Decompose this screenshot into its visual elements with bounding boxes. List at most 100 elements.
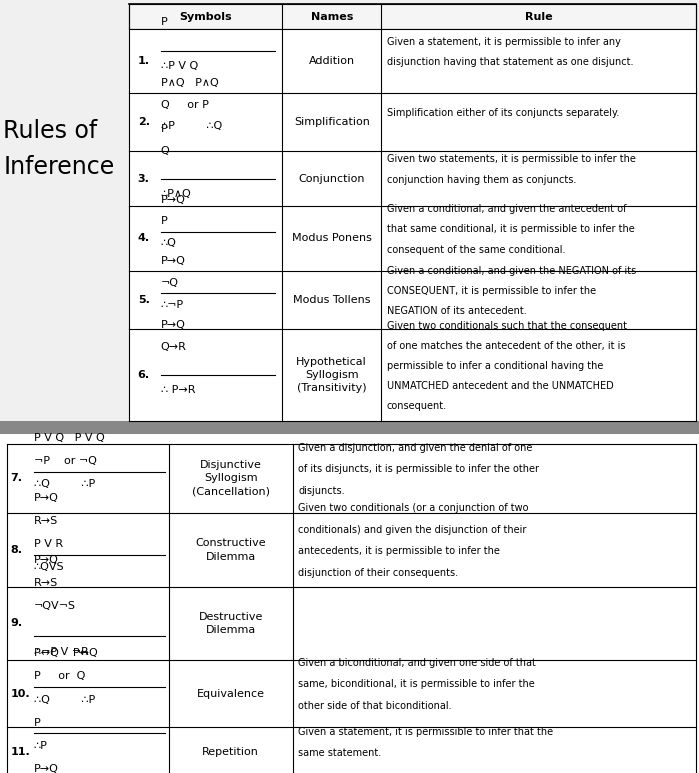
Text: Constructive
Dilemma: Constructive Dilemma	[196, 538, 266, 562]
Bar	[7, 444, 696, 513]
Text: 8.: 8.	[10, 545, 22, 555]
Text: P→Q: P→Q	[34, 555, 59, 564]
Text: ∴P V Q: ∴P V Q	[161, 60, 198, 70]
Text: 9.: 9.	[10, 618, 22, 628]
Text: P→Q: P→Q	[161, 256, 186, 266]
Text: Given a statement, it is permissible to infer that the: Given a statement, it is permissible to …	[298, 727, 554, 737]
Text: Destructive
Dilemma: Destructive Dilemma	[199, 611, 263, 635]
Text: ∴P∧Q: ∴P∧Q	[161, 189, 192, 199]
Text: disjuncts.: disjuncts.	[298, 485, 345, 495]
Bar	[7, 513, 696, 587]
Text: P V R: P V R	[34, 540, 63, 549]
Text: Hypothetical
Syllogism
(Transitivity): Hypothetical Syllogism (Transitivity)	[296, 356, 367, 393]
Text: NEGATION of its antecedent.: NEGATION of its antecedent.	[387, 306, 526, 316]
Text: ∴Q         ∴P: ∴Q ∴P	[34, 695, 95, 704]
Text: R→S: R→S	[34, 516, 58, 526]
Text: P: P	[34, 718, 41, 727]
Text: conjunction having them as conjuncts.: conjunction having them as conjuncts.	[387, 175, 576, 185]
Text: Given two conditionals (or a conjunction of two: Given two conditionals (or a conjunction…	[298, 503, 529, 513]
Text: P→Q: P→Q	[161, 195, 186, 205]
Text: antecedents, it is permissible to infer the: antecedents, it is permissible to infer …	[298, 547, 500, 557]
Text: 7.: 7.	[10, 474, 22, 483]
Text: Given a statement, it is permissible to infer any: Given a statement, it is permissible to …	[387, 37, 621, 47]
Text: P     or  Q: P or Q	[34, 672, 85, 681]
Text: permissible to infer a conditional having the: permissible to infer a conditional havin…	[387, 361, 603, 371]
Text: 5.: 5.	[138, 295, 150, 305]
Text: Conjunction: Conjunction	[298, 174, 365, 183]
Bar	[0, 434, 699, 773]
Text: same statement.: same statement.	[298, 748, 382, 758]
Text: 1.: 1.	[138, 56, 150, 66]
Text: Inference: Inference	[3, 155, 115, 179]
Text: P↔Q    P↔Q: P↔Q P↔Q	[34, 649, 97, 658]
Text: ∴QVS: ∴QVS	[34, 563, 64, 572]
Text: Symbols: Symbols	[180, 12, 232, 22]
Text: of one matches the antecedent of the other, it is: of one matches the antecedent of the oth…	[387, 341, 626, 351]
Text: Addition: Addition	[309, 56, 355, 66]
Text: P→Q: P→Q	[34, 493, 59, 502]
Text: disjunction having that statement as one disjunct.: disjunction having that statement as one…	[387, 57, 633, 67]
Text: Simplification either of its conjuncts separately.: Simplification either of its conjuncts s…	[387, 107, 619, 117]
Text: Rules of: Rules of	[3, 118, 98, 143]
Text: disjunction of their consequents.: disjunction of their consequents.	[298, 568, 459, 578]
Bar	[7, 660, 696, 727]
Text: ¬QV¬S: ¬QV¬S	[34, 601, 75, 611]
Text: same, biconditional, it is permissible to infer the: same, biconditional, it is permissible t…	[298, 679, 535, 690]
Bar	[129, 151, 696, 206]
Text: conditionals) and given the disjunction of their: conditionals) and given the disjunction …	[298, 525, 526, 535]
Text: P: P	[161, 124, 168, 134]
Text: 2.: 2.	[138, 117, 150, 127]
Text: ¬P    or ¬Q: ¬P or ¬Q	[34, 456, 96, 466]
Text: R→S: R→S	[34, 578, 58, 587]
Bar	[129, 29, 696, 93]
Text: 6.: 6.	[138, 370, 150, 380]
Text: 10.: 10.	[10, 689, 30, 699]
Text: UNMATCHED antecedent and the UNMATCHED: UNMATCHED antecedent and the UNMATCHED	[387, 381, 614, 391]
Text: ∴P: ∴P	[34, 741, 48, 751]
Text: 11.: 11.	[10, 747, 30, 757]
Text: P∧Q   P∧Q: P∧Q P∧Q	[161, 78, 219, 88]
Text: P→Q: P→Q	[161, 320, 186, 330]
Text: Given a conditional, and given the NEGATION of its: Given a conditional, and given the NEGAT…	[387, 266, 636, 276]
Text: consequent of the same conditional.: consequent of the same conditional.	[387, 244, 565, 254]
Text: Modus Ponens: Modus Ponens	[291, 233, 372, 243]
Text: ∴ P→R: ∴ P→R	[161, 385, 195, 395]
Text: Q→R: Q→R	[161, 342, 187, 352]
Bar	[129, 206, 696, 271]
Text: Given a conditional, and given the antecedent of: Given a conditional, and given the antec…	[387, 204, 626, 214]
Text: Q     or P: Q or P	[161, 100, 208, 110]
Text: Equivalence: Equivalence	[196, 689, 265, 699]
Text: Names: Names	[310, 12, 353, 22]
Bar	[129, 329, 696, 421]
Text: consequent.: consequent.	[387, 401, 447, 411]
Text: that same conditional, it is permissible to infer the: that same conditional, it is permissible…	[387, 224, 635, 234]
Text: Rule: Rule	[524, 12, 552, 22]
Text: Given a biconditional, and given one side of that: Given a biconditional, and given one sid…	[298, 658, 536, 668]
Text: other side of that biconditional.: other side of that biconditional.	[298, 701, 452, 711]
Text: ∴Q         ∴P: ∴Q ∴P	[34, 479, 95, 489]
Text: ∴Q: ∴Q	[161, 238, 177, 248]
Text: Modus Tollens: Modus Tollens	[293, 295, 370, 305]
Text: 3.: 3.	[138, 174, 150, 183]
Text: P V Q   P V Q: P V Q P V Q	[34, 433, 104, 443]
Text: Disjunctive
Syllogism
(Cancellation): Disjunctive Syllogism (Cancellation)	[192, 460, 270, 497]
Text: ∴P         ∴Q: ∴P ∴Q	[161, 121, 222, 131]
Text: CONSEQUENT, it is permissible to infer the: CONSEQUENT, it is permissible to infer t…	[387, 286, 596, 296]
Text: 4.: 4.	[138, 233, 150, 243]
Bar	[7, 587, 696, 660]
Bar	[7, 727, 696, 773]
Bar	[129, 271, 696, 329]
Text: ¬Q: ¬Q	[161, 278, 179, 288]
Text: of its disjuncts, it is permissible to infer the other: of its disjuncts, it is permissible to i…	[298, 464, 540, 474]
Text: Repetition: Repetition	[202, 747, 259, 757]
Text: P: P	[161, 17, 168, 27]
Text: P: P	[161, 216, 168, 226]
Text: Given two conditionals such that the consequent: Given two conditionals such that the con…	[387, 321, 627, 331]
Text: Simplification: Simplification	[294, 117, 370, 127]
Text: ∴¬P V ¬R: ∴¬P V ¬R	[34, 648, 88, 657]
Text: Given a disjunction, and given the denial of one: Given a disjunction, and given the denia…	[298, 442, 533, 452]
Bar	[129, 93, 696, 151]
Text: Q: Q	[161, 145, 170, 155]
Text: ∴¬P: ∴¬P	[161, 299, 184, 309]
Text: Given two statements, it is permissible to infer the: Given two statements, it is permissible …	[387, 155, 635, 165]
